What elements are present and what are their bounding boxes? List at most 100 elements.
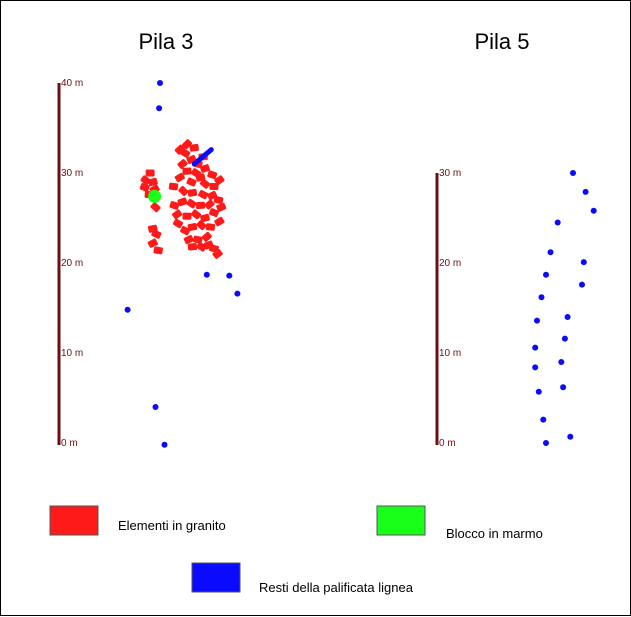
granite-block (187, 243, 198, 251)
legend: Elementi in granito Blocco in marmo Rest… (49, 505, 543, 595)
pila-5-title: Pila 5 (474, 29, 529, 54)
legend-granite-label: Elementi in granito (118, 518, 226, 533)
granite-block (200, 164, 210, 173)
granite-block (195, 201, 206, 210)
pile-point (547, 249, 554, 256)
granite-block (168, 182, 179, 191)
granite-block (182, 212, 192, 220)
pila-3-tick-10: 10 m (61, 348, 83, 359)
pile-point (538, 294, 545, 301)
granite-block (214, 216, 225, 227)
granite-block (177, 197, 188, 207)
granite-block (172, 218, 184, 229)
legend-marble-swatch (376, 505, 426, 536)
pila-3-tick-20: 20 m (61, 258, 83, 269)
granite-block (204, 199, 215, 210)
granite-block (182, 167, 192, 175)
granite-block (187, 188, 198, 197)
pila-5-tick-10: 10 m (439, 348, 461, 359)
pile-point (157, 80, 163, 86)
granite-block (140, 175, 151, 186)
granite-block (145, 169, 155, 177)
granite-block (212, 249, 223, 259)
pila-5-tick-30: 30 m (439, 168, 461, 179)
pile-point (161, 441, 168, 448)
granite-block (201, 231, 212, 242)
pile-point (234, 290, 241, 297)
granite-block (196, 220, 207, 231)
granite-block (195, 173, 206, 182)
pila-3-tick-30: 30 m (61, 168, 83, 179)
granite-block (207, 170, 218, 180)
granite-block (190, 209, 202, 220)
granite-block (198, 189, 209, 200)
pile-point (543, 271, 549, 278)
granite-block (147, 238, 158, 248)
pile-point (567, 433, 574, 440)
pile-point (226, 272, 233, 279)
pile-point (561, 335, 568, 342)
pila-3-tick-0: 0 m (61, 438, 78, 449)
pile-point (532, 344, 539, 351)
pile-point (534, 317, 540, 324)
granite-block (213, 195, 224, 205)
granite-block (151, 229, 162, 239)
pila-5-tick-0: 0 m (439, 438, 456, 449)
granite-block (187, 223, 198, 231)
pile-point (560, 384, 567, 391)
pila-3-tick-40: 40 m (61, 78, 83, 89)
legend-marble-label: Blocco in marmo (446, 526, 543, 541)
granite-block (186, 177, 197, 187)
granite-block (192, 235, 203, 244)
granite-block (183, 234, 194, 245)
pile-point (543, 440, 549, 446)
pile-point (582, 188, 589, 195)
granite-block (199, 178, 211, 189)
granite-block (181, 139, 193, 150)
granite-block (171, 209, 183, 220)
granite-block (208, 208, 220, 218)
pile-point (156, 105, 163, 112)
granite-block (180, 225, 191, 236)
granite-block (186, 198, 197, 209)
granite-block (153, 246, 164, 255)
granite-block (177, 159, 188, 169)
timber-remains (191, 147, 214, 167)
granite-block (150, 202, 161, 213)
granite-block (174, 144, 185, 155)
granite-block (209, 182, 219, 191)
pila-3-title: Pila 3 (138, 29, 193, 54)
pile-point (558, 359, 565, 365)
pile-point (535, 388, 542, 395)
pile-point (540, 416, 547, 423)
pile-point (564, 314, 571, 320)
granite-block (174, 172, 185, 183)
granite-block (169, 201, 180, 210)
granite-block (205, 223, 216, 231)
pile-point (532, 364, 539, 371)
pila-5-tick-20: 20 m (439, 258, 461, 269)
legend-granite-swatch (49, 505, 99, 536)
granite-block (147, 177, 158, 187)
granite-block (200, 213, 210, 223)
granite-block (214, 175, 225, 186)
legend-timber-swatch (191, 562, 241, 593)
granite-block (216, 202, 227, 212)
pile-point (579, 281, 585, 288)
pile-point (203, 271, 210, 278)
pila-5-scale-bar: 30 m 20 m 10 m 0 m (435, 168, 461, 449)
pila-3-scale-bar: 40 m 30 m 20 m 10 m 0 m (57, 78, 83, 449)
pile-point (152, 404, 159, 410)
pila-5-plan (532, 170, 597, 446)
legend-timber-label: Resti della palificata lignea (259, 580, 414, 595)
granite-block (189, 143, 199, 152)
marble-block (148, 189, 162, 203)
granite-block (139, 182, 150, 192)
pile-point (554, 219, 561, 226)
granite-block (178, 185, 189, 197)
pile-point (580, 259, 587, 266)
pila-3-plan (124, 80, 241, 448)
pile-point (590, 207, 597, 214)
